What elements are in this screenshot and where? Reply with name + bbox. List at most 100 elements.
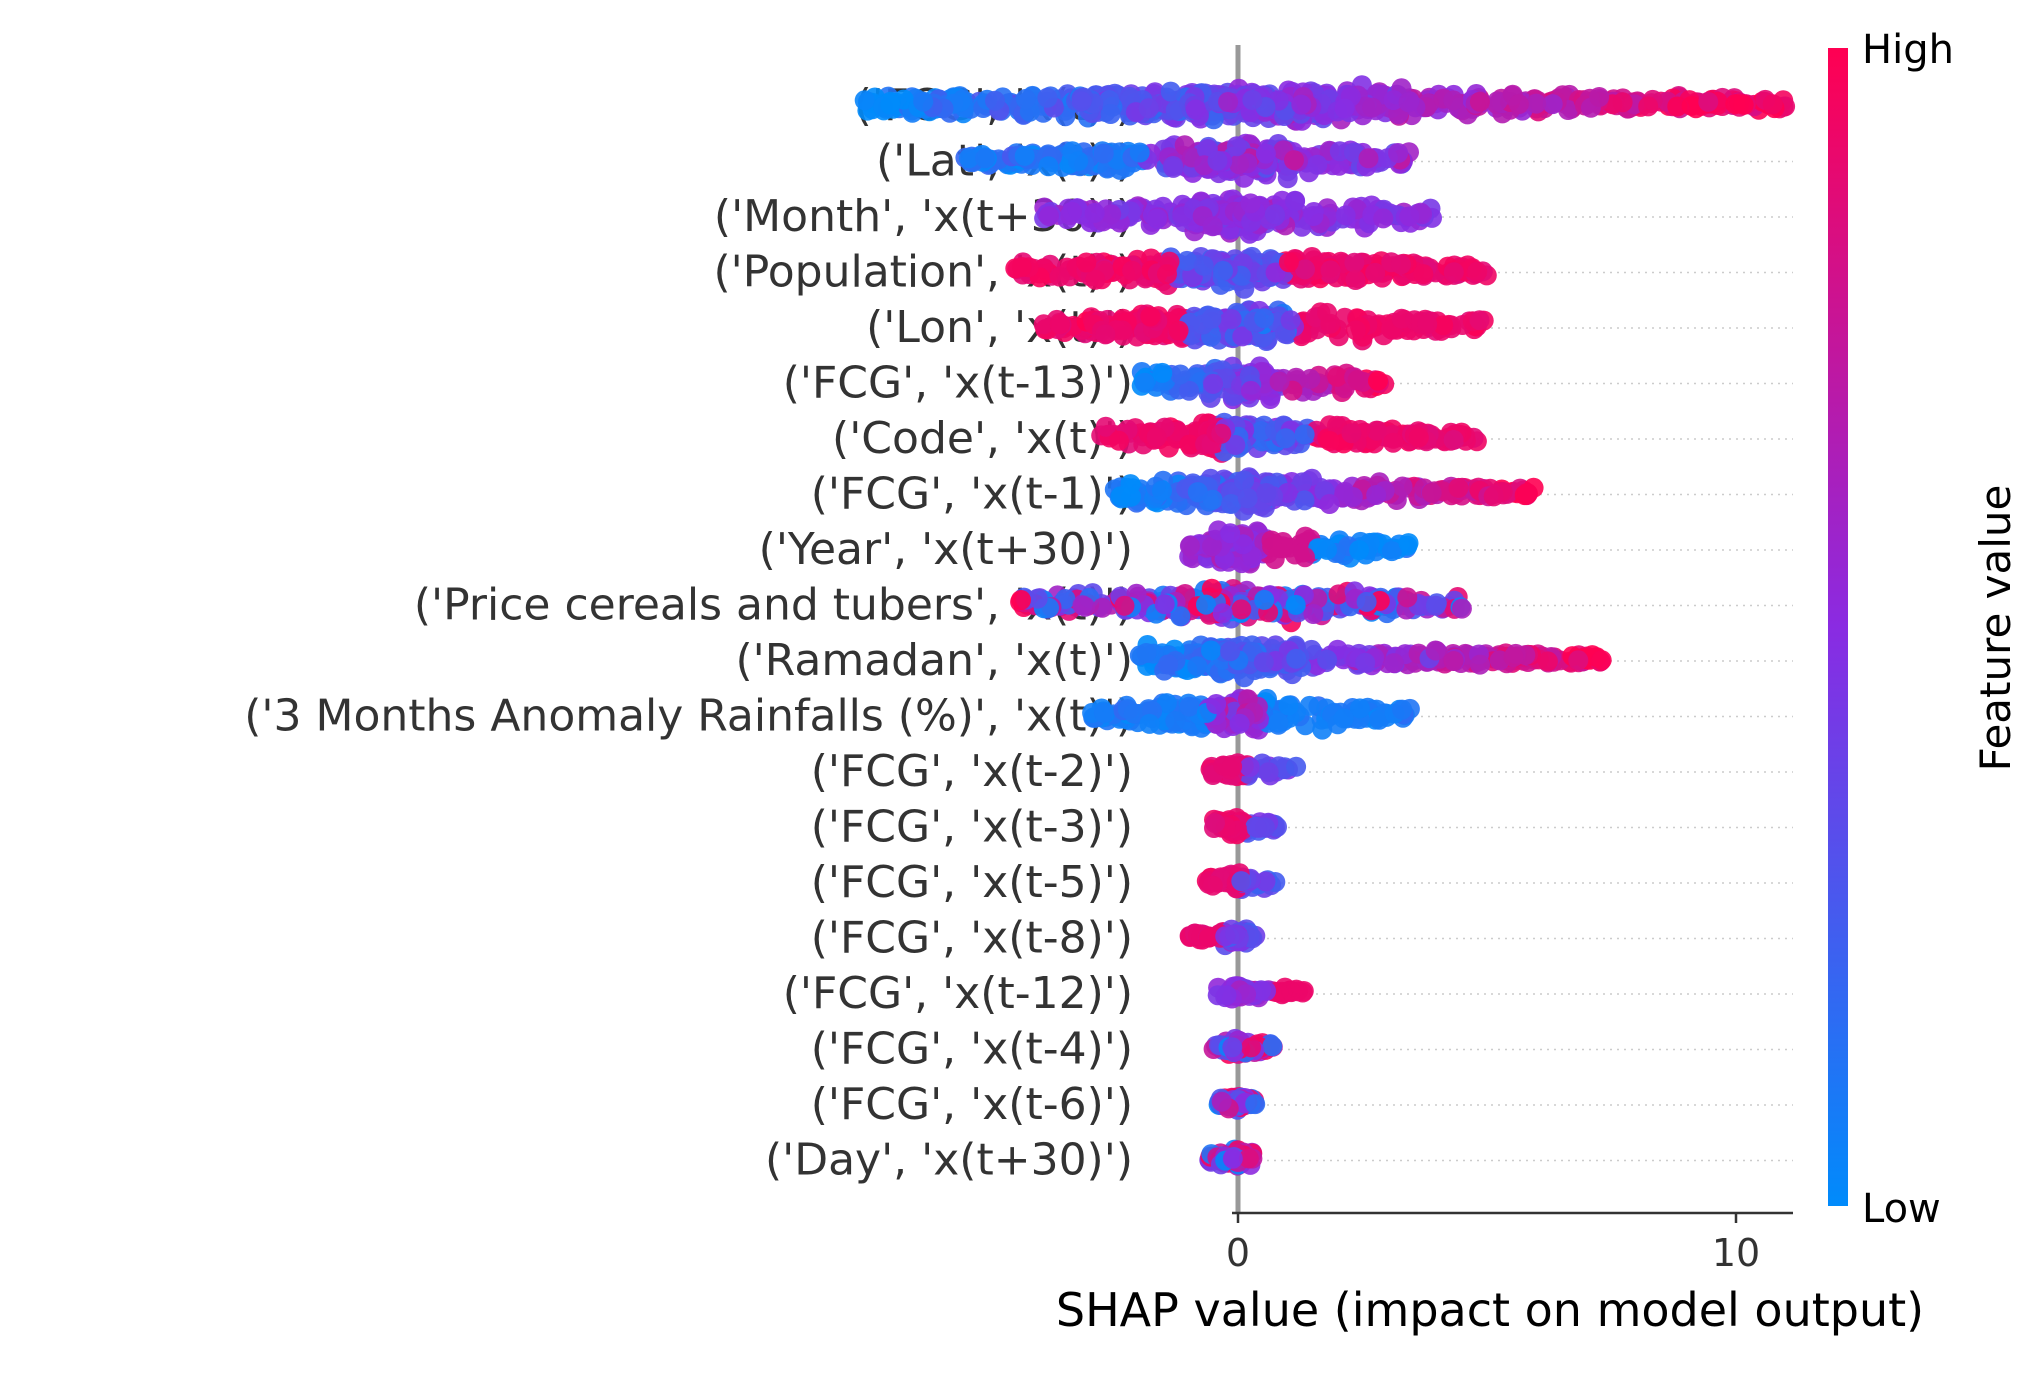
feature-label: ('FCG', 'x(t-13)') [783,358,1133,409]
shap-point [1120,474,1141,495]
shap-point [1037,87,1058,108]
shap-point [1068,151,1089,172]
shap-point [1239,757,1260,778]
shap-point [1071,91,1092,112]
shap-point [1179,696,1200,717]
shap-point [1517,483,1538,503]
shap-point [1612,92,1633,113]
colorbar-title: Feature value [1971,485,2020,772]
shap-point [1390,254,1411,275]
shap-point [1421,482,1442,503]
shap-point [1264,204,1285,225]
shap-point [1591,650,1612,671]
shap-point [1157,264,1177,285]
shap-point [1136,643,1157,663]
shap-point [1433,315,1454,336]
shap-point [959,148,979,169]
shap-point [1537,651,1558,672]
shap-point [1443,429,1464,450]
shap-point [1277,168,1298,189]
feature-labels: ('FCG', 'x(t)')('Lat', 'x(t)')('Month', … [244,80,1133,1186]
shap-point [1202,216,1223,237]
shap-point [1049,266,1070,287]
shap-point [1285,594,1306,615]
shap-point [1319,431,1340,451]
shap-point [985,90,1005,111]
shap-point [1187,656,1208,677]
shap-point [1213,260,1233,281]
shap-point [1134,372,1155,393]
x-axis-title: SHAP value (impact on model output) [1056,1283,1924,1337]
shap-point [1152,362,1173,383]
colorbar [1828,48,1848,1206]
shap-point [1526,93,1547,114]
shap-point [1158,654,1179,675]
shap-point [1285,191,1306,212]
shap-point [1101,204,1122,225]
shap-point [1355,652,1376,673]
shap-point [1317,649,1338,670]
shap-point [1203,373,1224,394]
shap-point [1269,371,1290,392]
feature-label: ('FCG', 'x(t-12)') [783,968,1133,1019]
feature-label: ('FCG', 'x(t-8)') [811,913,1133,964]
shap-point [1242,90,1263,110]
shap-point [1202,875,1223,896]
shap-point [1342,487,1363,507]
shap-point [880,94,901,115]
shap-point [1170,364,1191,385]
shap-point [1229,154,1249,175]
shap-point [1300,368,1321,389]
shap-point [1733,94,1754,115]
shap-point [1231,871,1252,892]
shap-point [1303,604,1324,624]
shap-point [1185,99,1206,120]
shap-point [1138,98,1159,119]
shap-point [1408,427,1429,448]
shap-point [1226,136,1247,157]
shap-point [1470,654,1490,675]
shap-point [1294,424,1315,445]
shap-point [1365,262,1386,283]
shap-point [1254,308,1275,329]
shap-point [1373,208,1394,229]
shap-point [1303,206,1324,226]
shap-point [1231,599,1252,620]
shap-point [1451,598,1472,619]
shap-point [1508,94,1529,115]
shap-point [1211,423,1232,444]
shap-point [1258,762,1279,783]
shap-point [1168,320,1189,341]
shap-point [1443,262,1464,283]
shap-point [1234,470,1255,491]
shap-point [1062,201,1082,222]
shap-point [1320,313,1341,334]
shap-point [1163,157,1184,178]
shap-point [1448,477,1469,498]
shap-point [1100,104,1121,124]
feature-label: ('Ramadan', 'x(t)') [736,635,1133,686]
feature-label: ('Year', 'x(t+30)') [759,524,1133,575]
shap-point [1262,536,1283,557]
x-axis-ticks: 0 10 [1226,1213,1760,1275]
shap-point [1093,143,1114,164]
shap-point [1589,87,1610,107]
shap-point [1307,154,1328,175]
shap-point [1225,924,1246,944]
shap-point [913,91,934,112]
shap-point [1254,589,1275,610]
shap-point [1095,324,1116,345]
shap-point [1049,314,1070,335]
shap-point [1033,314,1054,335]
shap-point [1221,309,1242,330]
shap-point [1317,539,1337,560]
shap-point [1122,260,1143,281]
shap-point [1241,1037,1262,1058]
shap-point [1638,96,1659,117]
shap-point [1152,480,1172,501]
shap-point [1483,486,1504,507]
shap-point [1114,595,1135,616]
x-tick-label: 0 [1226,1231,1250,1275]
shap-point [1237,488,1258,509]
